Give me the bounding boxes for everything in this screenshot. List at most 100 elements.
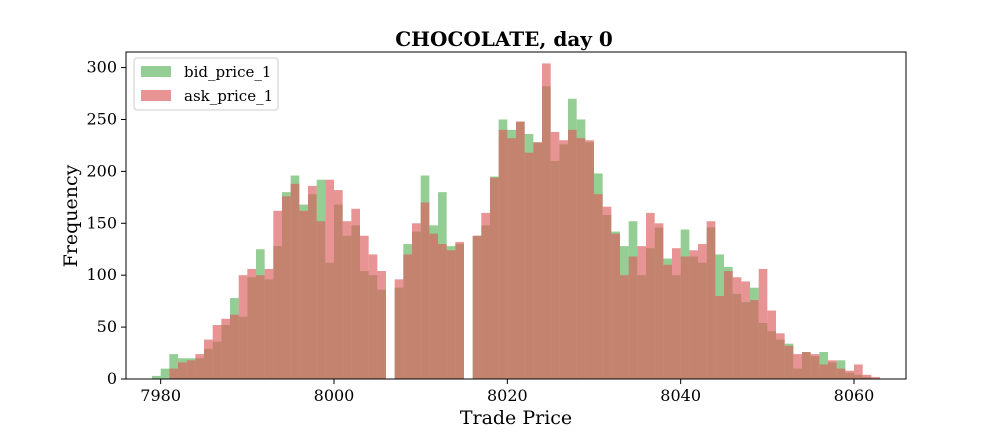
bar-ask-price-1-8048 xyxy=(750,300,759,379)
bar-ask-price-1-8057 xyxy=(828,360,837,379)
bar-ask-price-1-7991 xyxy=(256,275,265,379)
bar-ask-price-1-8045 xyxy=(724,271,733,379)
bar-ask-price-1-8002 xyxy=(351,208,360,379)
bar-ask-price-1-8061 xyxy=(862,374,872,379)
y-tick-label: 200 xyxy=(86,161,117,180)
bar-ask-price-1-8047 xyxy=(741,281,750,379)
bar-ask-price-1-7990 xyxy=(247,268,256,379)
bar-ask-price-1-8016 xyxy=(472,235,482,379)
bar-ask-price-1-8031 xyxy=(602,206,612,379)
x-tick-label: 8000 xyxy=(314,386,355,405)
bar-ask-price-1-8056 xyxy=(819,364,828,379)
y-tick-label: 250 xyxy=(86,109,117,128)
bar-ask-price-1-8040 xyxy=(680,256,690,379)
bar-ask-price-1-8004 xyxy=(368,254,378,379)
y-tick-label: 150 xyxy=(86,213,117,232)
bar-ask-price-1-8028 xyxy=(576,138,586,379)
y-tick-label: 50 xyxy=(97,317,117,336)
legend: bid_price_1 ask_price_1 xyxy=(133,57,279,111)
legend-label-ask-price-1: ask_price_1 xyxy=(184,87,273,105)
bar-ask-price-1-8019 xyxy=(498,129,508,379)
bar-ask-price-1-7992 xyxy=(264,268,274,379)
plot-frame xyxy=(125,51,907,380)
bar-ask-price-1-7984 xyxy=(195,354,204,379)
bar-ask-price-1-8038 xyxy=(663,264,672,379)
bar-ask-price-1-8053 xyxy=(793,354,802,379)
bar-ask-price-1-7981 xyxy=(169,368,178,379)
bar-ask-price-1-8044 xyxy=(715,295,724,379)
bar-ask-price-1-8023 xyxy=(533,142,542,379)
x-tick-label: 8040 xyxy=(660,386,701,405)
bar-ask-price-1-8007 xyxy=(394,279,404,379)
bar-ask-price-1-8021 xyxy=(516,121,525,380)
x-tick-label: 8060 xyxy=(834,386,875,405)
bar-ask-price-1-7993 xyxy=(273,210,282,379)
bar-ask-price-1-8035 xyxy=(637,246,646,379)
bar-bid-price-1-7979 xyxy=(152,375,161,379)
bar-ask-price-1-8012 xyxy=(438,244,447,379)
bar-bid-price-1-7981 xyxy=(169,354,178,379)
bar-ask-price-1-8014 xyxy=(455,241,464,379)
bar-ask-price-1-8041 xyxy=(689,250,698,379)
bar-ask-price-1-8024 xyxy=(542,63,551,380)
bar-ask-price-1-7983 xyxy=(186,360,196,379)
bar-ask-price-1-8008 xyxy=(403,254,412,379)
bar-ask-price-1-7982 xyxy=(178,362,187,379)
bar-ask-price-1-8060 xyxy=(854,364,863,379)
bar-ask-price-1-8029 xyxy=(585,140,594,379)
bar-ask-price-1-8025 xyxy=(550,131,560,379)
bar-ask-price-1-8033 xyxy=(620,275,629,379)
bar-ask-price-1-8010 xyxy=(420,202,430,379)
y-tick-label: 100 xyxy=(86,265,117,284)
bar-ask-price-1-7987 xyxy=(221,318,230,379)
legend-swatch-ask-price-1 xyxy=(141,90,171,101)
y-tick-label: 0 xyxy=(107,369,117,388)
bar-ask-price-1-7988 xyxy=(230,314,239,379)
legend-swatch-bid-price-1 xyxy=(141,66,171,77)
bars-layer xyxy=(152,63,880,380)
bar-ask-price-1-8022 xyxy=(524,152,534,379)
bar-ask-price-1-7989 xyxy=(238,275,248,379)
bar-ask-price-1-8039 xyxy=(672,248,681,379)
bar-ask-price-1-7986 xyxy=(212,325,222,379)
bar-ask-price-1-7998 xyxy=(316,221,326,379)
bar-ask-price-1-8051 xyxy=(776,333,785,379)
bar-ask-price-1-8026 xyxy=(559,140,568,379)
bar-ask-price-1-8017 xyxy=(481,212,490,379)
y-axis-label: Frequency xyxy=(60,164,82,267)
bar-ask-price-1-8050 xyxy=(767,310,776,379)
bar-ask-price-1-8034 xyxy=(628,256,638,379)
bar-ask-price-1-8001 xyxy=(342,221,352,379)
x-axis-label: Trade Price xyxy=(460,407,572,429)
bar-ask-price-1-8042 xyxy=(698,244,707,379)
bar-ask-price-1-8036 xyxy=(646,212,655,379)
x-axis-ticks: 7980 8000 8020 8040 8060 xyxy=(140,379,874,405)
bar-ask-price-1-8058 xyxy=(836,368,846,379)
bar-ask-price-1-7994 xyxy=(282,196,291,379)
bar-bid-price-1-7980 xyxy=(160,368,170,379)
chart-title: CHOCOLATE, day 0 xyxy=(395,27,613,51)
legend-label-bid-price-1: bid_price_1 xyxy=(184,63,271,81)
bar-ask-price-1-8054 xyxy=(802,352,811,379)
bar-ask-price-1-8030 xyxy=(594,194,603,379)
y-axis-ticks: 0 50 100 150 200 250 300 xyxy=(86,58,126,388)
bar-ask-price-1-7985 xyxy=(204,339,213,379)
bar-ask-price-1-8037 xyxy=(654,223,664,379)
bar-ask-price-1-8059 xyxy=(845,370,854,379)
bar-ask-price-1-7996 xyxy=(299,210,308,379)
bar-ask-price-1-8003 xyxy=(360,235,369,379)
y-tick-label: 300 xyxy=(86,58,117,77)
bar-ask-price-1-8046 xyxy=(732,277,742,379)
x-tick-label: 7980 xyxy=(140,386,181,405)
bar-ask-price-1-7997 xyxy=(308,185,317,379)
bar-ask-price-1-8020 xyxy=(507,138,516,379)
bar-ask-price-1-8018 xyxy=(490,177,499,379)
bar-ask-price-1-8032 xyxy=(611,233,620,379)
bar-ask-price-1-8049 xyxy=(758,268,768,379)
bar-ask-price-1-8052 xyxy=(784,345,794,379)
bar-ask-price-1-8000 xyxy=(334,190,343,379)
bar-ask-price-1-8062 xyxy=(871,376,880,379)
bar-ask-price-1-8005 xyxy=(377,271,386,379)
bar-ask-price-1-8043 xyxy=(706,221,716,379)
